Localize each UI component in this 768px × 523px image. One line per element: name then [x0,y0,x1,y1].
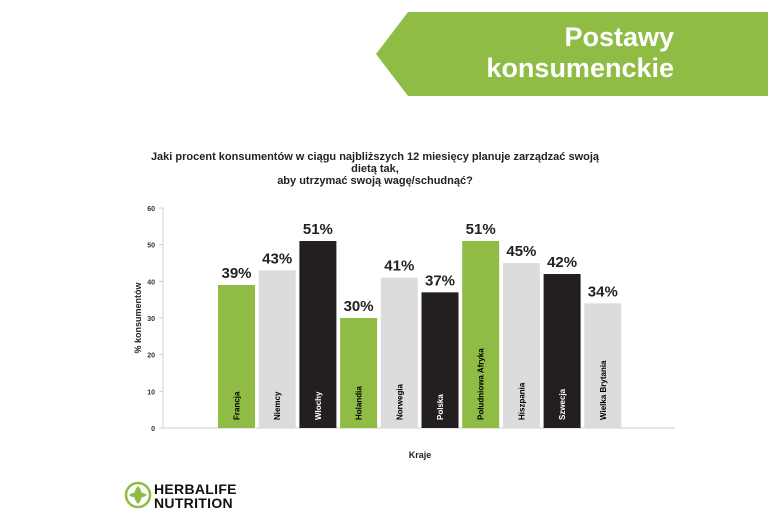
bar-value-label: 34% [588,283,618,300]
chart-title-line1: Jaki procent konsumentów w ciągu najbliż… [150,151,600,175]
bar [502,263,540,428]
chart-title: Jaki procent konsumentów w ciągu najbliż… [140,151,610,187]
bar [462,241,500,428]
category-label: Niemcy [273,391,282,420]
y-tick-label: 10 [147,389,155,396]
y-tick-label: 40 [147,279,155,286]
bar-value-label: 39% [221,265,251,282]
bar [543,274,581,428]
bar [340,318,378,428]
category-label: Hiszpania [517,382,526,420]
bar-value-label: 41% [384,258,414,275]
bar [258,270,296,428]
y-axis-title: % konsumentów [133,282,143,354]
y-tick-label: 50 [147,243,155,250]
y-tick-label: 60 [147,206,155,213]
category-label: Norwegia [395,383,404,420]
category-label: Włochy [314,391,323,420]
category-label: Wielka Brytania [599,360,608,420]
page-title-line1: Postawy [564,22,674,52]
brand-logo: HERBALIFE NUTRITION [124,481,264,511]
herbalife-leaf-icon [124,481,152,509]
category-label: Polska [436,394,445,420]
bar [584,303,622,428]
bar-value-label: 43% [262,250,292,267]
bar [299,241,337,428]
bar [218,285,255,428]
bar-value-label: 51% [303,221,333,238]
bar-value-label: 42% [547,254,577,271]
y-tick-label: 30 [147,316,155,323]
category-label: Szwecja [558,388,567,420]
y-tick-label: 20 [147,353,155,360]
bar-value-label: 30% [344,298,374,315]
bar-value-label: 51% [466,221,496,238]
category-label: Południowa Afryka [477,348,486,420]
y-tick-label: 0 [151,426,155,433]
page-title-line2: konsumenckie [486,53,674,83]
chart-title-line2: aby utrzymać swoją wagę/schudnąć? [277,175,473,187]
bar [421,292,459,428]
category-label: Holandia [355,386,364,420]
bar-value-label: 45% [506,243,536,260]
category-label: Francja [233,391,242,420]
title-banner: Postawy konsumenckie [376,12,768,96]
brand-line2: NUTRITION [154,495,233,511]
bar-value-label: 37% [425,272,455,289]
x-axis-title: Kraje [409,450,432,460]
bar [380,277,418,428]
page-title: Postawy konsumenckie [486,22,674,84]
brand-line1: HERBALIFE [154,481,237,497]
